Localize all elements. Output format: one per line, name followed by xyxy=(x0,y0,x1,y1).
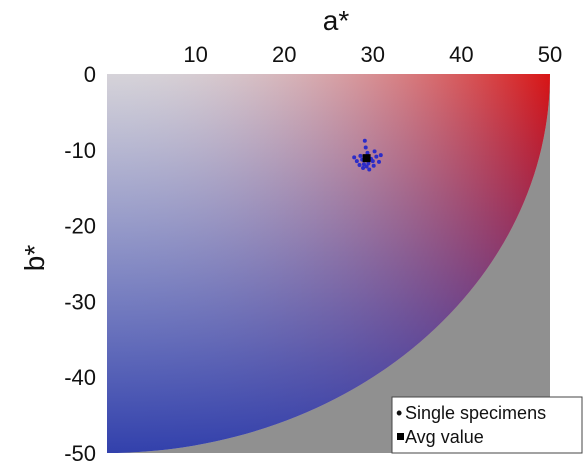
specimen-point xyxy=(362,138,367,143)
specimen-point xyxy=(370,159,375,164)
specimen-point xyxy=(366,161,371,166)
specimen-point xyxy=(367,167,372,172)
x-tick-label: 20 xyxy=(272,42,296,67)
specimen-point xyxy=(378,153,383,158)
data-points xyxy=(352,138,383,172)
y-tick-label: 0 xyxy=(84,62,96,87)
x-axis-ticks: 10 20 30 40 50 xyxy=(183,42,562,67)
specimen-point xyxy=(354,159,359,164)
y-tick-label: -30 xyxy=(64,289,96,314)
specimen-point xyxy=(357,162,362,167)
legend-dot-icon: • xyxy=(396,403,402,423)
y-axis-ticks: 0 -10 -20 -30 -40 -50 xyxy=(64,62,96,466)
y-tick-label: -10 xyxy=(64,138,96,163)
legend: • Single specimens Avg value xyxy=(391,396,583,454)
specimen-point xyxy=(361,162,366,167)
specimen-point xyxy=(364,164,369,169)
x-tick-label: 30 xyxy=(361,42,385,67)
legend-square-icon xyxy=(397,433,404,440)
avg-value-point xyxy=(362,154,371,163)
y-tick-label: -50 xyxy=(64,441,96,466)
y-tick-label: -40 xyxy=(64,365,96,390)
plot-background xyxy=(107,74,550,453)
specimen-point xyxy=(361,165,366,170)
specimen-point xyxy=(374,154,379,159)
gamut-region xyxy=(107,74,550,453)
specimen-point xyxy=(371,163,376,168)
y-tick-label: -20 xyxy=(64,214,96,239)
specimen-point xyxy=(377,159,382,164)
y-axis-title: b* xyxy=(19,245,50,272)
legend-label-avg-value: Avg value xyxy=(405,427,484,447)
x-axis-title: a* xyxy=(323,5,350,36)
specimen-point xyxy=(365,150,370,155)
specimen-point xyxy=(363,145,368,150)
specimen-point xyxy=(352,155,357,160)
x-tick-label: 40 xyxy=(449,42,473,67)
legend-label-single-specimens: Single specimens xyxy=(405,403,546,423)
specimen-point xyxy=(372,149,377,154)
specimen-point xyxy=(358,153,363,158)
x-tick-label: 10 xyxy=(183,42,207,67)
x-tick-label: 50 xyxy=(538,42,562,67)
legend-box xyxy=(391,396,583,454)
